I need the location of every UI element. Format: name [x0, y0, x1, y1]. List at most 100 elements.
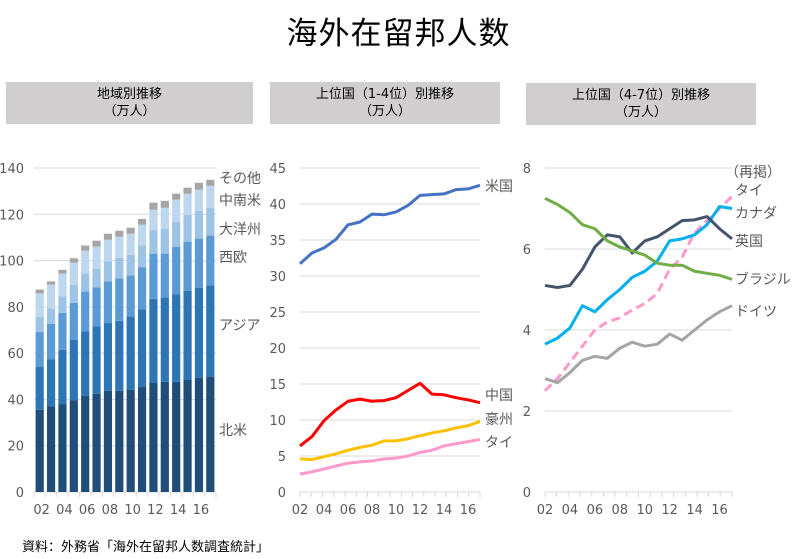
- y-tick-label: 5: [278, 450, 286, 465]
- y-tick-label: 140: [0, 162, 24, 177]
- y-tick-label: 0: [16, 486, 24, 501]
- top1-4-line-chart: 0 5 10 15 20 25 30 35 40 45 02 04 06 08 10 12 14 16 米国中国豪州…: [269, 162, 513, 518]
- panel-header-title: 上位国（4-7位）別推移: [571, 88, 711, 103]
- bar-segment-アジア: [35, 367, 44, 410]
- bar-segment-西欧: [58, 312, 67, 350]
- bar-segment-アジア: [81, 331, 90, 396]
- y-tick-label: 4: [523, 324, 531, 339]
- series-label: ブラジル: [735, 271, 791, 288]
- bar-segment-西欧: [115, 278, 124, 321]
- bar-segment-中南米: [183, 193, 192, 215]
- bar-segment-北米: [69, 400, 78, 492]
- x-tick-label: 08: [612, 503, 629, 518]
- x-tick-label: 04: [562, 503, 579, 518]
- bar-segment-西欧: [137, 267, 147, 310]
- bar-segment-西欧: [69, 302, 78, 340]
- x-tick-label: 12: [147, 503, 164, 518]
- bar-segment-中南米: [126, 233, 135, 255]
- series-label: 英国: [735, 233, 763, 250]
- bar-segment-中南米: [149, 209, 158, 231]
- bar-segment-アジア: [46, 359, 56, 407]
- bar-segment-中南米: [137, 224, 147, 246]
- y-tick-label: 6: [523, 243, 531, 258]
- y-tick-label: 30: [269, 270, 286, 285]
- x-tick-label: 04: [316, 503, 333, 518]
- bar-segment-西欧: [103, 281, 113, 324]
- bar-segment-北米: [35, 409, 44, 492]
- bar-segment-アジア: [206, 285, 215, 377]
- series-label: 大洋州: [219, 222, 261, 238]
- x-tick-label: 08: [364, 503, 381, 518]
- y-tick-label: 25: [269, 306, 286, 321]
- x-tick-label: 08: [102, 503, 119, 518]
- y-tick-label: 100: [0, 255, 24, 270]
- bar-segment-中南米: [92, 246, 101, 269]
- bar-segment-その他: [160, 200, 169, 208]
- x-tick-label: 14: [436, 503, 453, 518]
- series-label-prefix: （再掲）: [725, 165, 781, 181]
- bar-segment-大洋州: [115, 257, 124, 279]
- page-title: 海外在留邦人数: [286, 16, 511, 52]
- series-line-ブラジル: [544, 197, 733, 281]
- bar-segment-アジア: [194, 287, 204, 378]
- bar-segment-中南米: [172, 199, 181, 222]
- x-tick-label: 10: [636, 503, 653, 518]
- bar-segment-北米: [115, 390, 124, 492]
- series-label: 米国: [485, 179, 513, 195]
- bar-segment-アジア: [137, 309, 147, 387]
- y-tick-label: 35: [269, 234, 286, 249]
- region-stacked-bar-chart: 0 20 40 60 80 100 120 140 02 04 06 08 10 12 14 16 北米 アジア 西…: [0, 162, 261, 518]
- bar-segment-中南米: [206, 185, 215, 208]
- bar-segment-アジア: [115, 320, 124, 391]
- bar-segment-西欧: [126, 275, 135, 317]
- bar-segment-中南米: [81, 250, 90, 274]
- bar-segment-その他: [92, 240, 101, 247]
- bar-segment-北米: [92, 393, 101, 492]
- bar-segment-西欧: [160, 253, 169, 298]
- bar-segment-その他: [115, 230, 124, 237]
- bar-segment-北米: [183, 379, 192, 492]
- bar-segment-大洋州: [103, 261, 113, 282]
- bar-segment-その他: [183, 187, 192, 194]
- y-tick-label: 0: [278, 486, 286, 501]
- series-label: カナダ: [735, 206, 777, 222]
- series-line-中国: [299, 381, 481, 448]
- bar-segment-西欧: [92, 287, 101, 327]
- x-tick-label: 14: [686, 503, 703, 518]
- series-line-英国: [544, 215, 733, 289]
- bar-segment-北米: [81, 395, 90, 492]
- series-line-タイ: [299, 437, 481, 476]
- y-tick-label: 120: [0, 208, 24, 223]
- bar-segment-大洋州: [172, 221, 181, 247]
- y-tick-label: 8: [523, 162, 531, 177]
- bar-segment-その他: [206, 179, 215, 186]
- bar-segment-その他: [46, 281, 56, 285]
- bar-segment-その他: [194, 182, 204, 190]
- bar-segment-中南米: [160, 207, 169, 229]
- x-tick-label: 06: [79, 503, 96, 518]
- series-label: 西欧: [219, 250, 247, 266]
- bar-segment-大洋州: [58, 296, 67, 313]
- bar-segment-西欧: [183, 241, 192, 291]
- x-tick-label: 16: [193, 503, 210, 518]
- bar-segment-北米: [194, 377, 204, 492]
- bar-segment-北米: [126, 389, 135, 492]
- x-tick-label: 06: [587, 503, 604, 518]
- bar-segment-大洋州: [183, 214, 192, 242]
- panel-header-title: 上位国（1-4位）別推移: [315, 87, 455, 102]
- series-label: その他: [219, 171, 261, 187]
- bar-segment-その他: [58, 269, 67, 274]
- bar-segment-その他: [137, 218, 147, 225]
- x-tick-label: 10: [388, 503, 405, 518]
- bar-segment-大洋州: [69, 284, 78, 303]
- bar-segment-大洋州: [194, 210, 204, 239]
- x-tick-label: 02: [537, 503, 554, 518]
- panel-header-unit: （万人）: [103, 104, 156, 119]
- y-tick-label: 2: [523, 405, 531, 420]
- y-tick-label: 20: [269, 342, 286, 357]
- bar-segment-アジア: [183, 290, 192, 380]
- bar-segment-北米: [46, 406, 56, 492]
- series-label: アジア: [219, 318, 260, 334]
- bar-segment-その他: [172, 193, 181, 200]
